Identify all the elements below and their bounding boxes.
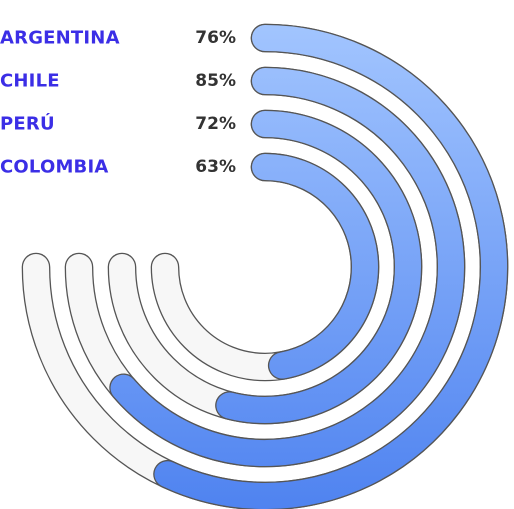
country-label-colombia: COLOMBIA	[0, 157, 109, 178]
country-label-argentina: ARGENTINA	[0, 28, 120, 49]
bar-chile	[110, 68, 464, 466]
rings-group	[21, 23, 509, 509]
value-label-colombia: 63%	[195, 157, 236, 177]
ring-chile	[64, 66, 466, 468]
bar-argentina	[154, 25, 507, 509]
country-label-chile: CHILE	[0, 71, 60, 92]
bar-colombia	[252, 154, 378, 379]
value-label-per: 72%	[195, 114, 236, 134]
ring-colombia	[150, 152, 380, 382]
value-label-argentina: 76%	[195, 28, 236, 48]
ring-argentina	[21, 23, 509, 509]
labels-group: ARGENTINA 76% CHILE 85% PERÚ 72% COLOMBIA 63%	[0, 28, 236, 178]
country-label-per: PERÚ	[0, 113, 55, 135]
value-label-chile: 85%	[195, 71, 236, 91]
ring-per	[107, 109, 423, 425]
bar-per	[216, 111, 421, 423]
